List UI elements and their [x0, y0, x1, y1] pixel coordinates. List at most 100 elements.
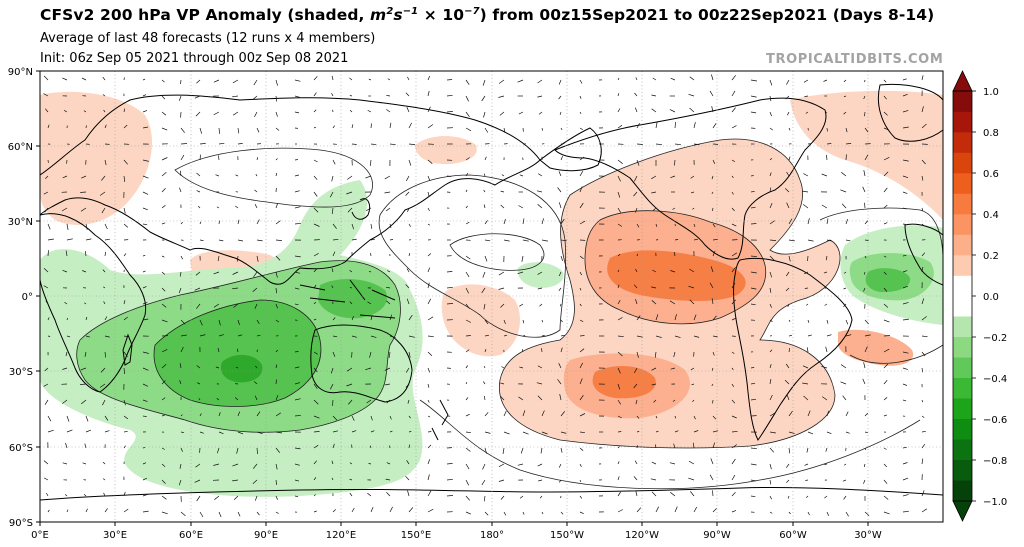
wind-vector	[731, 191, 734, 195]
wind-vector	[465, 431, 471, 434]
wind-vector	[689, 76, 695, 81]
wind-vector	[883, 397, 888, 401]
wind-vector	[784, 188, 790, 193]
wind-vector	[367, 109, 372, 113]
wind-vector	[407, 490, 410, 497]
wind-vector	[541, 431, 548, 435]
wind-vector	[331, 285, 334, 289]
wind-vector	[655, 143, 663, 146]
wind-vector	[670, 367, 676, 370]
wind-vector	[275, 303, 278, 309]
wind-vector	[784, 379, 790, 385]
title-unit-m-exp: 2	[386, 6, 394, 17]
wind-vector	[902, 383, 908, 386]
wind-vector	[651, 300, 657, 305]
wind-vector	[218, 319, 221, 326]
wind-vector	[389, 430, 393, 433]
wind-vector	[123, 415, 129, 420]
wind-vector	[864, 447, 867, 451]
wind-vector	[275, 111, 278, 117]
wind-vector	[503, 319, 506, 325]
contour-line	[419, 399, 921, 490]
wind-vector	[123, 445, 126, 449]
wind-vector	[275, 431, 282, 434]
wind-vector	[142, 126, 149, 129]
wind-vector	[921, 266, 924, 273]
wind-vector	[365, 175, 372, 179]
wind-vector	[313, 109, 317, 113]
coastline-japan	[351, 198, 371, 220]
wind-vector	[902, 510, 909, 513]
wind-vector	[617, 335, 624, 338]
wind-vector	[446, 495, 454, 497]
wind-vector	[313, 444, 319, 449]
wind-vector	[635, 77, 638, 81]
graticule	[40, 71, 943, 522]
wind-vector	[62, 77, 68, 81]
wind-vector	[921, 298, 925, 305]
coastline-indonesia	[299, 279, 396, 319]
coastline-north-america	[554, 97, 827, 260]
contour-line	[849, 344, 943, 364]
wind-vector	[617, 223, 623, 227]
wind-vector	[351, 507, 355, 513]
wind-vector	[674, 335, 681, 338]
wind-vector	[636, 445, 638, 449]
wind-vector	[254, 495, 258, 501]
wind-vector	[196, 382, 201, 385]
wind-vector	[332, 443, 335, 449]
colorbar-segment	[953, 439, 972, 461]
wind-vector	[503, 410, 507, 417]
wind-vector	[902, 494, 909, 497]
wind-vector	[921, 399, 924, 403]
wind-vector	[180, 319, 186, 325]
wind-vector	[712, 508, 717, 513]
wind-vector	[579, 255, 584, 260]
wind-vector	[712, 490, 714, 497]
wind-vector	[253, 381, 258, 385]
wind-vector	[826, 334, 832, 337]
wind-vector	[845, 411, 849, 417]
wind-vector	[313, 301, 317, 305]
wind-vector	[805, 479, 809, 481]
wind-vector	[43, 191, 49, 195]
wind-vector	[633, 191, 638, 197]
wind-vector	[370, 415, 373, 421]
wind-vector	[712, 315, 717, 321]
wind-vector	[275, 319, 280, 323]
wind-vector	[236, 447, 239, 454]
lon-label-90w: 90°W	[703, 530, 731, 541]
wind-vector	[332, 317, 336, 321]
wind-vector	[103, 109, 106, 113]
wind-vector	[180, 511, 186, 517]
wind-vector	[731, 90, 736, 97]
wind-vector	[537, 365, 543, 369]
wind-vector	[840, 364, 847, 369]
wind-vector	[196, 365, 201, 369]
wind-vector	[825, 255, 828, 261]
wind-vector	[142, 110, 148, 113]
wind-vector	[826, 218, 829, 225]
wind-vector	[826, 410, 830, 417]
wind-vector	[537, 463, 543, 467]
wind-vector	[123, 491, 126, 497]
wind-vector	[62, 269, 68, 273]
wind-vector	[180, 414, 183, 417]
wind-vector	[47, 429, 54, 433]
wind-vector	[731, 266, 736, 273]
wind-vector	[503, 511, 507, 516]
wind-vector	[370, 223, 373, 229]
wind-vector	[841, 203, 847, 209]
wind-vector	[902, 285, 909, 289]
wind-vector	[370, 430, 375, 433]
wind-vector	[651, 286, 657, 289]
wind-vector	[81, 77, 87, 81]
wind-vector	[826, 154, 828, 161]
wind-vector	[883, 414, 888, 417]
wind-vector	[62, 462, 68, 465]
wind-vector	[921, 415, 925, 418]
wind-vector	[522, 335, 526, 337]
wind-vector	[275, 172, 278, 177]
wind-vector	[218, 334, 224, 337]
wind-vector	[560, 347, 563, 353]
